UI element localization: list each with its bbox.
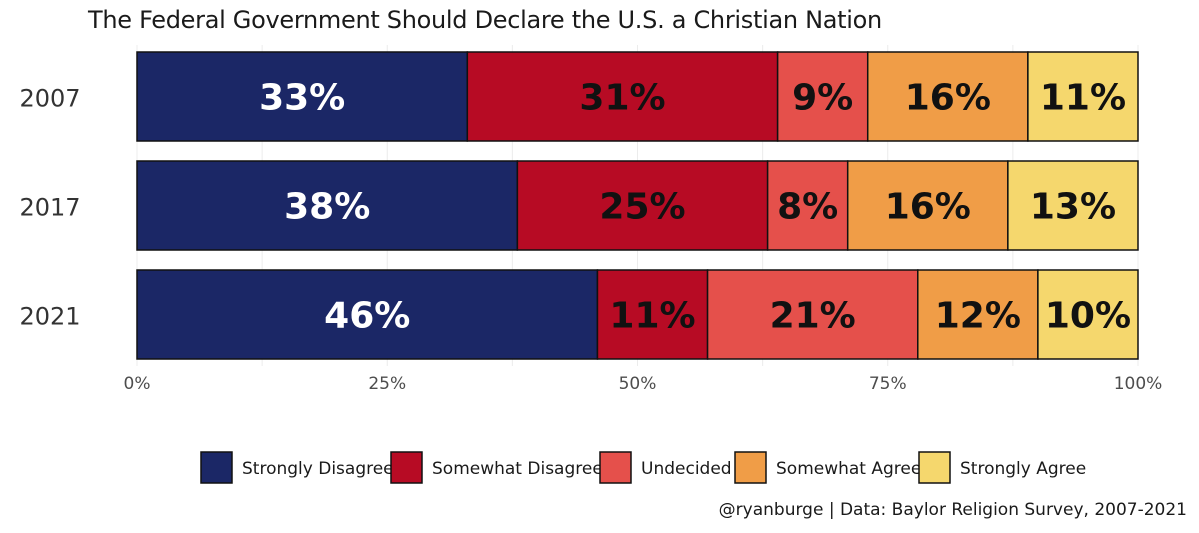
- legend-swatch: [200, 451, 233, 484]
- data-label: 12%: [935, 296, 1021, 337]
- y-tick-label: 2021: [19, 303, 80, 331]
- legend-label: Strongly Disagree: [242, 459, 394, 479]
- x-tick-label: 0%: [124, 374, 151, 394]
- legend-swatch: [918, 451, 951, 484]
- data-label: 46%: [324, 296, 410, 337]
- legend-label: Strongly Agree: [960, 459, 1086, 479]
- bar-segment: [1037, 269, 1139, 360]
- bar-segment: [866, 51, 1029, 142]
- bar-segment: [1007, 160, 1139, 251]
- legend-swatch: [599, 451, 632, 484]
- bar-segment: [136, 51, 469, 142]
- bar-segment: [917, 269, 1039, 360]
- y-tick-label: 2017: [19, 194, 80, 222]
- data-label: 25%: [599, 187, 685, 228]
- legend-label: Somewhat Disagree: [432, 459, 603, 479]
- bar-segment: [136, 269, 599, 360]
- bar-segment: [706, 269, 919, 360]
- x-tick-label: 25%: [368, 374, 406, 394]
- chart-title: The Federal Government Should Declare th…: [88, 6, 882, 34]
- data-label: 11%: [609, 296, 695, 337]
- y-tick-label: 2007: [19, 85, 80, 113]
- bar-segment: [136, 160, 519, 251]
- data-label: 33%: [259, 78, 345, 119]
- data-label: 9%: [792, 78, 853, 119]
- bar-segment: [1027, 51, 1139, 142]
- data-label: 8%: [777, 187, 838, 228]
- data-label: 13%: [1030, 187, 1116, 228]
- legend-swatch: [390, 451, 423, 484]
- bar-segment: [596, 269, 709, 360]
- bar-segment: [516, 160, 769, 251]
- legend-swatch: [734, 451, 767, 484]
- legend-label: Somewhat Agree: [776, 459, 921, 479]
- x-tick-label: 75%: [869, 374, 907, 394]
- data-label: 21%: [770, 296, 856, 337]
- bar-segment: [466, 51, 779, 142]
- data-label: 31%: [579, 78, 665, 119]
- data-label: 16%: [885, 187, 971, 228]
- legend-label: Undecided: [641, 459, 732, 479]
- x-tick-label: 50%: [619, 374, 657, 394]
- chart-caption: @ryanburge | Data: Baylor Religion Surve…: [718, 500, 1187, 520]
- data-label: 38%: [284, 187, 370, 228]
- x-tick-label: 100%: [1114, 374, 1163, 394]
- data-label: 11%: [1040, 78, 1126, 119]
- bar-segment: [776, 51, 869, 142]
- data-label: 16%: [905, 78, 991, 119]
- bar-segment: [846, 160, 1009, 251]
- data-label: 10%: [1045, 296, 1131, 337]
